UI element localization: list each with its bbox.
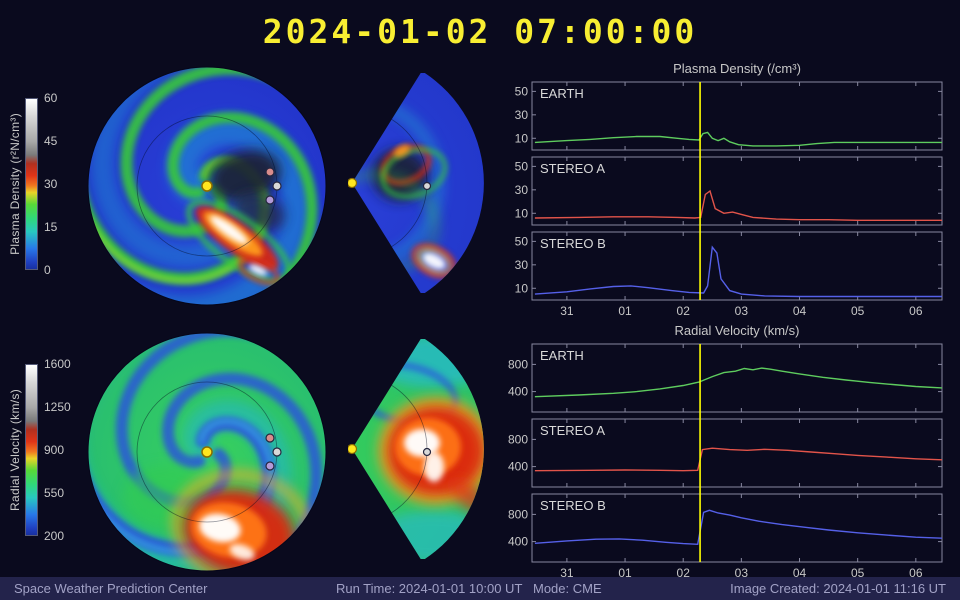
- y-tick-label: 10: [515, 131, 529, 145]
- x-tick-label: 01: [618, 566, 632, 580]
- x-tick-label: 06: [909, 566, 923, 580]
- sun-marker: [201, 446, 213, 458]
- x-tick-label: 04: [793, 304, 807, 318]
- x-tick-label: 06: [909, 304, 923, 318]
- earth-marker: [422, 447, 432, 457]
- stereo-b-marker: [265, 195, 275, 205]
- colorbar-tick-label: 0: [44, 263, 51, 277]
- chart-group-title: Radial Velocity (km/s): [675, 323, 800, 338]
- y-tick-label: 800: [508, 357, 528, 371]
- density-meridional-wedge: [348, 73, 484, 293]
- colorbar-tick-label: 550: [44, 486, 65, 500]
- series-line-earth: [534, 367, 943, 398]
- series-line-stereo-a: [534, 447, 943, 472]
- colorbar-tick-label: 200: [44, 529, 65, 543]
- colorbar-tick-label: 45: [44, 134, 58, 148]
- chart-panel-stereo-b: 10 30 50 STEREO B 31 01 02 03 04 05 06: [515, 231, 943, 318]
- timestamp-title: 2024-01-02 07:00:00: [262, 12, 698, 51]
- velocity-colorbar-label: Radial Velocity (km/s): [8, 389, 22, 511]
- chart-panel-earth: 400 800 EARTH: [508, 343, 943, 413]
- panel-label: STEREO B: [540, 236, 606, 251]
- x-tick-label: 01: [618, 304, 632, 318]
- y-tick-label: 30: [515, 108, 529, 122]
- y-tick-label: 800: [508, 507, 528, 521]
- y-tick-label: 800: [508, 432, 528, 446]
- series-line-stereo-b: [534, 509, 943, 546]
- x-tick-label: 03: [735, 566, 749, 580]
- y-tick-label: 50: [515, 84, 529, 98]
- density-heliosphere-map: [87, 66, 327, 306]
- chart-group-title: Plasma Density (/cm³): [673, 61, 801, 76]
- footer-organization: Space Weather Prediction Center: [14, 581, 208, 596]
- disc-edge: [87, 66, 327, 306]
- colorbar-tick-label: 1600: [44, 357, 71, 371]
- chart-panel-stereo-a: 10 30 50 STEREO A: [515, 156, 943, 226]
- density-colorbar-ticks: 60 45 30 15 0: [41, 91, 79, 277]
- stereo-a-marker: [265, 433, 275, 443]
- colorbar-tick-label: 30: [44, 177, 58, 191]
- y-tick-label: 10: [515, 206, 529, 220]
- y-tick-label: 400: [508, 460, 528, 474]
- stereo-b-marker: [265, 461, 275, 471]
- colorbar-tick-label: 1250: [44, 400, 71, 414]
- earth-marker: [272, 181, 282, 191]
- density-colorbar-label: Plasma Density (r²N/cm³): [8, 113, 22, 255]
- x-tick-label: 02: [677, 566, 691, 580]
- velocity-heliosphere-map: [87, 332, 327, 572]
- panel-label: EARTH: [540, 348, 584, 363]
- x-tick-label: 31: [560, 566, 574, 580]
- x-tick-label: 04: [793, 566, 807, 580]
- panel-label: EARTH: [540, 86, 584, 101]
- x-tick-label: 02: [677, 304, 691, 318]
- footer-bar: Space Weather Prediction Center Run Time…: [0, 577, 960, 600]
- sun-marker: [348, 177, 358, 189]
- panel-label: STEREO A: [540, 161, 605, 176]
- panel-label: STEREO B: [540, 498, 606, 513]
- y-tick-label: 30: [515, 183, 529, 197]
- y-tick-label: 400: [508, 385, 528, 399]
- velocity-timeseries-chart: Radial Velocity (km/s) 400 800 EARTH 400 800 S…: [498, 322, 958, 599]
- disc-edge: [87, 332, 327, 572]
- sun-marker: [201, 180, 213, 192]
- chart-panel-stereo-a: 400 800 STEREO A: [508, 418, 943, 488]
- colorbar-tick-label: 15: [44, 220, 58, 234]
- colorbar-tick-label: 60: [44, 91, 58, 105]
- y-tick-label: 50: [515, 234, 529, 248]
- footer-run-info: Run Time: 2024-01-01 10:00 UT Mode: CME: [335, 581, 602, 596]
- y-tick-label: 30: [515, 258, 529, 272]
- velocity-colorbar-ticks: 1600 1250 900 550 200: [41, 357, 79, 543]
- panel-label: STEREO A: [540, 423, 605, 438]
- sun-marker: [348, 443, 358, 455]
- y-tick-label: 10: [515, 281, 529, 295]
- earth-marker: [422, 181, 432, 191]
- velocity-colorbar-gradient: [25, 364, 38, 536]
- x-tick-label: 05: [851, 566, 865, 580]
- velocity-meridional-wedge: [348, 339, 484, 559]
- colorbar-tick-label: 900: [44, 443, 65, 457]
- density-timeseries-chart: Plasma Density (/cm³) 10 30 50 EARTH 10 30 50 ST…: [498, 60, 958, 337]
- x-tick-label: 03: [735, 304, 749, 318]
- stereo-a-marker: [265, 167, 275, 177]
- earth-marker: [272, 447, 282, 457]
- chart-panel-earth: 10 30 50 EARTH: [515, 81, 943, 151]
- x-tick-label: 31: [560, 304, 574, 318]
- density-colorbar-gradient: [25, 98, 38, 270]
- series-line-stereo-a: [534, 189, 942, 222]
- footer-image-created: Image Created: 2024-01-01 11:16 UT: [730, 581, 946, 596]
- x-tick-label: 05: [851, 304, 865, 318]
- series-line-earth: [534, 131, 942, 147]
- y-tick-label: 400: [508, 535, 528, 549]
- y-tick-label: 50: [515, 159, 529, 173]
- chart-panel-stereo-b: 400 800 STEREO B 31 01 02 03 04 05 06: [508, 493, 943, 580]
- series-line-stereo-b: [534, 245, 942, 298]
- density-colorbar: Plasma Density (r²N/cm³) 60 45 30 15 0: [8, 91, 79, 277]
- velocity-colorbar: Radial Velocity (km/s) 1600 1250 900 550 200: [8, 357, 79, 543]
